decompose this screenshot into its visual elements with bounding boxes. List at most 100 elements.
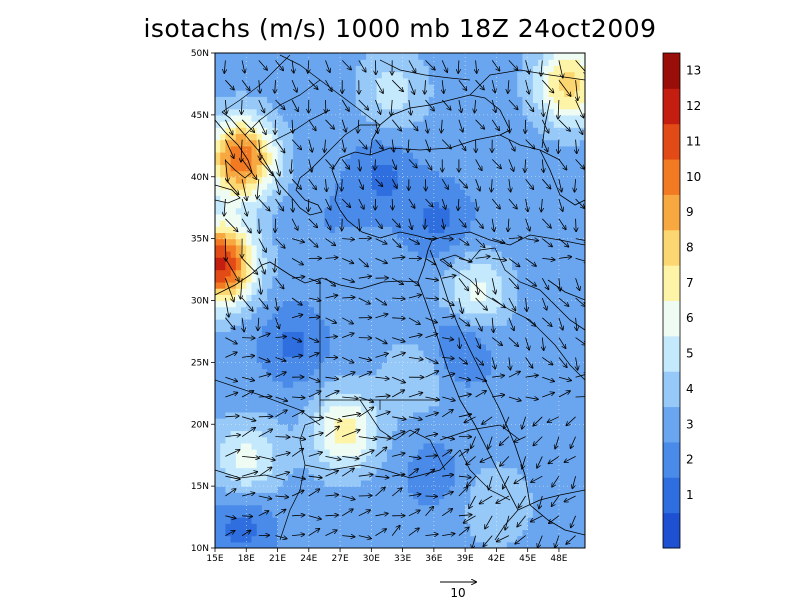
isotach-cell bbox=[230, 405, 237, 413]
isotach-cell bbox=[527, 294, 534, 302]
isotach-cell bbox=[459, 399, 466, 407]
isotach-cell bbox=[298, 77, 305, 85]
isotach-cell bbox=[308, 294, 315, 302]
isotach-cell bbox=[230, 393, 237, 401]
isotach-cell bbox=[439, 510, 445, 518]
isotach-cell bbox=[517, 152, 524, 159]
isotach-cell bbox=[355, 356, 362, 363]
isotach-cell bbox=[235, 53, 242, 60]
isotach-cell bbox=[454, 189, 461, 196]
isotach-cell bbox=[277, 257, 284, 264]
isotach-cell bbox=[527, 232, 534, 240]
isotach-cell bbox=[423, 418, 430, 425]
isotach-cell bbox=[256, 269, 263, 277]
isotach-cell bbox=[381, 325, 388, 333]
isotach-cell bbox=[491, 374, 498, 382]
isotach-cell bbox=[345, 300, 352, 308]
isotach-cell bbox=[334, 436, 341, 444]
isotach-cell bbox=[386, 139, 393, 147]
isotach-cell bbox=[496, 430, 503, 438]
isotach-cell bbox=[501, 275, 508, 283]
isotach-cell bbox=[220, 387, 227, 394]
isotach-cell bbox=[501, 90, 508, 97]
isotach-cell bbox=[345, 411, 352, 419]
isotach-cell bbox=[465, 535, 471, 543]
isotach-cell bbox=[522, 350, 529, 357]
isotach-cell bbox=[256, 473, 263, 481]
isotach-cell bbox=[501, 96, 508, 104]
isotach-cell bbox=[251, 312, 258, 320]
isotach-cell bbox=[220, 467, 227, 475]
isotach-cell bbox=[439, 133, 445, 141]
isotach-cell bbox=[491, 411, 498, 419]
isotach-cell bbox=[324, 430, 331, 438]
isotach-cell bbox=[501, 356, 508, 363]
isotach-cell bbox=[350, 306, 357, 314]
isotach-cell bbox=[485, 96, 492, 104]
isotach-cell bbox=[350, 96, 357, 104]
isotach-cell bbox=[402, 189, 409, 196]
isotach-cell bbox=[444, 275, 451, 283]
isotach-cell bbox=[319, 96, 326, 104]
isotach-cell bbox=[215, 455, 221, 462]
isotach-cell bbox=[267, 319, 273, 326]
isotach-cell bbox=[475, 436, 482, 444]
isotach-cell bbox=[428, 473, 435, 481]
isotach-cell bbox=[433, 257, 440, 264]
isotach-cell bbox=[371, 300, 378, 308]
isotach-cell bbox=[407, 350, 414, 357]
isotach-cell bbox=[340, 337, 346, 345]
isotach-cell bbox=[512, 127, 518, 135]
isotach-cell bbox=[517, 529, 524, 537]
isotach-cell bbox=[439, 343, 445, 351]
isotach-cell bbox=[282, 442, 289, 450]
isotach-cell bbox=[538, 461, 544, 469]
isotach-cell bbox=[308, 77, 315, 85]
isotach-cell bbox=[428, 226, 435, 234]
isotach-cell bbox=[506, 121, 513, 128]
isotach-cell bbox=[392, 288, 398, 295]
isotach-cell bbox=[423, 411, 430, 419]
isotach-cell bbox=[532, 139, 539, 147]
isotach-cell bbox=[371, 275, 378, 283]
isotach-cell bbox=[355, 387, 362, 394]
isotach-cell bbox=[402, 368, 409, 376]
isotach-cell bbox=[314, 77, 320, 85]
isotach-cell bbox=[449, 269, 456, 277]
isotach-cell bbox=[423, 306, 430, 314]
isotach-cell bbox=[251, 288, 258, 295]
isotach-cell bbox=[350, 288, 357, 295]
isotach-cell bbox=[501, 498, 508, 506]
isotach-cell bbox=[418, 529, 425, 537]
isotach-cell bbox=[277, 517, 284, 524]
isotach-cell bbox=[413, 164, 419, 172]
isotach-cell bbox=[433, 238, 440, 246]
isotach-cell bbox=[303, 529, 310, 537]
isotach-cell bbox=[261, 319, 268, 326]
isotach-cell bbox=[225, 164, 232, 172]
isotach-cell bbox=[329, 71, 336, 79]
isotach-cell bbox=[215, 164, 221, 172]
isotach-cell bbox=[371, 220, 378, 227]
isotach-cell bbox=[439, 232, 445, 240]
isotach-cell bbox=[256, 424, 263, 432]
isotach-cell bbox=[334, 517, 341, 524]
isotach-cell bbox=[225, 517, 232, 524]
isotach-cell bbox=[225, 455, 232, 462]
isotach-cell bbox=[282, 331, 289, 339]
isotach-cell bbox=[350, 195, 357, 203]
isotach-cell bbox=[459, 523, 466, 531]
isotach-cell bbox=[329, 220, 336, 227]
isotach-cell bbox=[475, 504, 482, 512]
isotach-cell bbox=[418, 83, 425, 91]
isotach-cell bbox=[220, 83, 227, 91]
isotach-cell bbox=[220, 189, 227, 196]
isotach-cell bbox=[303, 257, 310, 264]
isotach-cell bbox=[402, 251, 409, 258]
isotach-cell bbox=[314, 455, 320, 462]
isotach-cell bbox=[314, 343, 320, 351]
isotach-cell bbox=[272, 442, 279, 450]
isotach-cell bbox=[439, 83, 445, 91]
isotach-cell bbox=[433, 281, 440, 289]
isotach-cell bbox=[230, 232, 237, 240]
